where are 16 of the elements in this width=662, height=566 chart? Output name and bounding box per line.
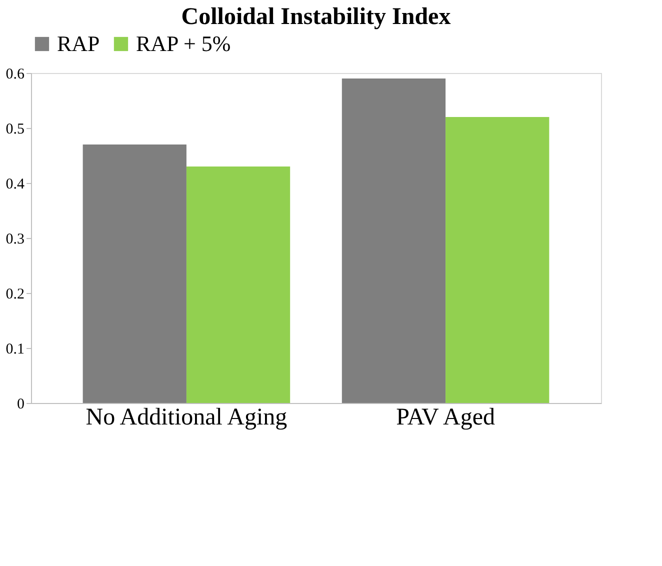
y-tick-label: 0 (17, 396, 24, 412)
y-tick-label: 0.2 (6, 286, 24, 302)
y-tick-label: 0.4 (6, 176, 25, 192)
legend-label: RAP (57, 31, 100, 56)
chart-title: Colloidal Instability Index (181, 4, 451, 30)
legend-label: RAP + 5% (136, 31, 231, 56)
bar (446, 117, 550, 403)
x-tick-label: No Additional Aging (86, 404, 288, 430)
y-tick-label: 0.3 (6, 232, 24, 248)
bar (186, 166, 290, 403)
bar (342, 78, 446, 403)
bar (82, 144, 186, 403)
y-tick-label: 0.5 (6, 122, 24, 138)
y-tick-label: 0.1 (6, 342, 24, 358)
y-tick-label: 0.6 (6, 66, 25, 82)
x-tick-label: PAV Aged (396, 404, 496, 430)
